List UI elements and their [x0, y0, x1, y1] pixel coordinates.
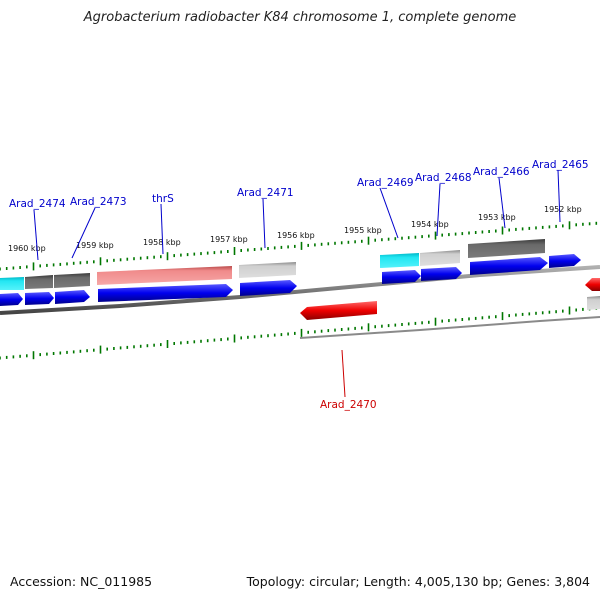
- feature-box[interactable]: [380, 253, 419, 268]
- leader-line: [262, 198, 266, 249]
- gene-label-arad-2468[interactable]: Arad_2468: [415, 172, 472, 184]
- feature-box[interactable]: [468, 239, 545, 258]
- gene-arrow-forward[interactable]: [240, 280, 297, 296]
- reverse-strand-track: [300, 278, 600, 320]
- feature-box[interactable]: [239, 262, 296, 278]
- scale-labels: 1960 kbp 1959 kbp 1958 kbp 1957 kbp 1956…: [8, 205, 582, 253]
- feature-box[interactable]: [25, 275, 53, 289]
- feature-box[interactable]: [420, 250, 460, 266]
- kbp-label: 1955 kbp: [344, 226, 382, 235]
- gene-arrow-forward[interactable]: [25, 292, 54, 305]
- gene-label-arad-2473[interactable]: Arad_2473: [70, 196, 127, 208]
- gene-arrow-reverse[interactable]: [585, 278, 600, 291]
- gene-label-arad-2471[interactable]: Arad_2471: [237, 187, 294, 199]
- gene-labels: Arad_2474 Arad_2473 thrS Arad_2471 Arad_…: [9, 159, 589, 411]
- kbp-label: 1954 kbp: [411, 220, 449, 229]
- topology-text: Topology: circular; Length: 4,005,130 bp…: [246, 574, 590, 589]
- feature-box[interactable]: [587, 296, 600, 310]
- kbp-label: 1953 kbp: [478, 213, 516, 222]
- accession-text: Accession: NC_011985: [10, 574, 153, 589]
- outer-scale-ticks: [0, 221, 598, 271]
- gene-arrow-forward[interactable]: [0, 293, 23, 306]
- genome-title: Agrobacterium radiobacter K84 chromosome…: [83, 10, 517, 25]
- leader-line: [436, 183, 441, 237]
- gene-label-arad-2469[interactable]: Arad_2469: [357, 177, 414, 189]
- leader-line: [71, 207, 96, 259]
- gene-arrow-forward[interactable]: [55, 290, 90, 304]
- kbp-label: 1959 kbp: [76, 241, 114, 250]
- feature-box[interactable]: [54, 273, 90, 288]
- kbp-label: 1960 kbp: [8, 244, 46, 253]
- gene-arrow-forward[interactable]: [98, 284, 233, 302]
- kbp-label: 1956 kbp: [277, 231, 315, 240]
- gene-arrow-forward[interactable]: [470, 257, 548, 275]
- gene-arrow-reverse[interactable]: [300, 301, 377, 320]
- chromosome-backbone-inner: [299, 316, 600, 339]
- gene-label-arad-2470[interactable]: Arad_2470: [320, 399, 377, 411]
- leader-line: [341, 349, 346, 398]
- leader-line: [498, 177, 506, 229]
- gene-label-arad-2466[interactable]: Arad_2466: [473, 166, 530, 178]
- chromosome-backbone: [0, 265, 600, 315]
- kbp-label: 1957 kbp: [210, 235, 248, 244]
- gene-label-arad-2465[interactable]: Arad_2465: [532, 159, 589, 171]
- forward-strand-track: [0, 254, 581, 306]
- gene-arrow-forward[interactable]: [421, 267, 462, 281]
- kbp-label: 1958 kbp: [143, 238, 181, 247]
- feature-box[interactable]: [97, 266, 232, 285]
- kbp-label: 1952 kbp: [544, 205, 582, 214]
- upper-feature-track: [0, 239, 545, 290]
- label-leaders: [33, 169, 561, 398]
- gene-label-thrs[interactable]: thrS: [152, 193, 174, 205]
- gene-arrow-forward[interactable]: [549, 254, 581, 268]
- gene-arrow-forward[interactable]: [382, 270, 421, 284]
- leader-line: [160, 203, 164, 255]
- leader-line: [379, 187, 399, 239]
- feature-box[interactable]: [0, 277, 24, 290]
- leader-line: [33, 209, 39, 261]
- leader-line: [557, 169, 561, 223]
- inner-scale-ticks: [0, 306, 598, 360]
- gene-label-arad-2474[interactable]: Arad_2474: [9, 198, 66, 210]
